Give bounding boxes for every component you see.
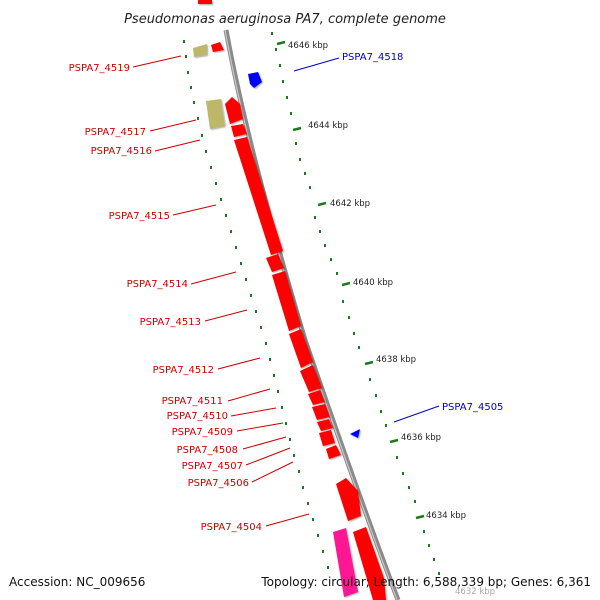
gene-label-PSPA7_4518: PSPA7_4518 xyxy=(342,52,403,63)
genome-backbone xyxy=(223,29,401,600)
gene-feature xyxy=(350,429,360,438)
gene-feature xyxy=(300,365,322,392)
forward-gene-labels: PSPA7_4519 PSPA7_4517 PSPA7_4516 PSPA7_4… xyxy=(69,63,262,533)
gene-feature xyxy=(198,0,212,4)
gene-feature xyxy=(312,404,330,420)
gene-label-PSPA7_4514: PSPA7_4514 xyxy=(127,279,188,290)
gene-features xyxy=(193,0,386,600)
forward-tick-marks xyxy=(183,40,329,569)
kbp-labels: 4646 kbp 4644 kbp 4642 kbp 4640 kbp 4638… xyxy=(288,41,495,597)
genome-backbone-highlight xyxy=(224,29,398,600)
gene-label-PSPA7_4508: PSPA7_4508 xyxy=(177,445,238,456)
gene-label-PSPA7_4506: PSPA7_4506 xyxy=(188,478,249,489)
gene-feature xyxy=(333,528,358,597)
kbp-label: 4646 kbp xyxy=(288,41,328,51)
gene-label-PSPA7_4513: PSPA7_4513 xyxy=(140,317,201,328)
reverse-gene-labels: PSPA7_4518 PSPA7_4505 xyxy=(342,52,503,413)
kbp-label: 4638 kbp xyxy=(376,355,416,365)
kbp-label: 4644 kbp xyxy=(308,121,348,131)
gene-label-PSPA7_4519: PSPA7_4519 xyxy=(69,63,130,74)
gene-feature xyxy=(206,99,225,129)
kbp-label: 4634 kbp xyxy=(426,511,466,521)
gene-label-PSPA7_4509: PSPA7_4509 xyxy=(172,427,233,438)
gene-feature xyxy=(225,97,243,124)
gene-label-PSPA7_4505: PSPA7_4505 xyxy=(442,402,503,413)
gene-label-PSPA7_4512: PSPA7_4512 xyxy=(153,365,214,376)
kbp-label: 4636 kbp xyxy=(401,433,441,443)
kbp-tick-marks xyxy=(271,32,440,575)
gene-feature xyxy=(289,329,313,368)
gene-feature xyxy=(234,137,283,255)
gene-feature xyxy=(353,527,386,600)
kbp-label: 4640 kbp xyxy=(353,278,393,288)
gene-label-PSPA7_4510: PSPA7_4510 xyxy=(167,411,228,422)
gene-label-PSPA7_4517: PSPA7_4517 xyxy=(85,127,146,138)
gene-feature xyxy=(272,271,301,331)
kbp-major-ticks xyxy=(276,40,425,520)
genome-summary-text: Topology: circular; Length: 6,588,339 bp… xyxy=(261,575,591,589)
gene-feature xyxy=(319,430,335,446)
gene-feature xyxy=(336,478,361,521)
gene-feature xyxy=(211,42,224,52)
gene-label-PSPA7_4516: PSPA7_4516 xyxy=(91,146,152,157)
reverse-label-connectors xyxy=(293,57,440,423)
gene-label-PSPA7_4511: PSPA7_4511 xyxy=(162,396,223,407)
accession-text: Accession: NC_009656 xyxy=(9,575,146,589)
gene-label-PSPA7_4504: PSPA7_4504 xyxy=(201,522,262,533)
kbp-label: 4642 kbp xyxy=(330,199,370,209)
kbp-label: 4632 kbp xyxy=(455,587,495,597)
gene-feature xyxy=(317,419,333,431)
gene-label-PSPA7_4507: PSPA7_4507 xyxy=(182,461,243,472)
gene-feature xyxy=(193,44,207,57)
gene-feature xyxy=(266,254,284,272)
forward-label-connectors xyxy=(132,55,310,527)
gene-feature xyxy=(248,72,262,88)
gene-feature xyxy=(326,445,341,459)
gene-label-PSPA7_4515: PSPA7_4515 xyxy=(109,211,170,222)
gene-feature xyxy=(231,124,247,137)
gene-feature xyxy=(308,390,325,405)
map-title: Pseudomonas aeruginosa PA7, complete gen… xyxy=(124,12,446,27)
